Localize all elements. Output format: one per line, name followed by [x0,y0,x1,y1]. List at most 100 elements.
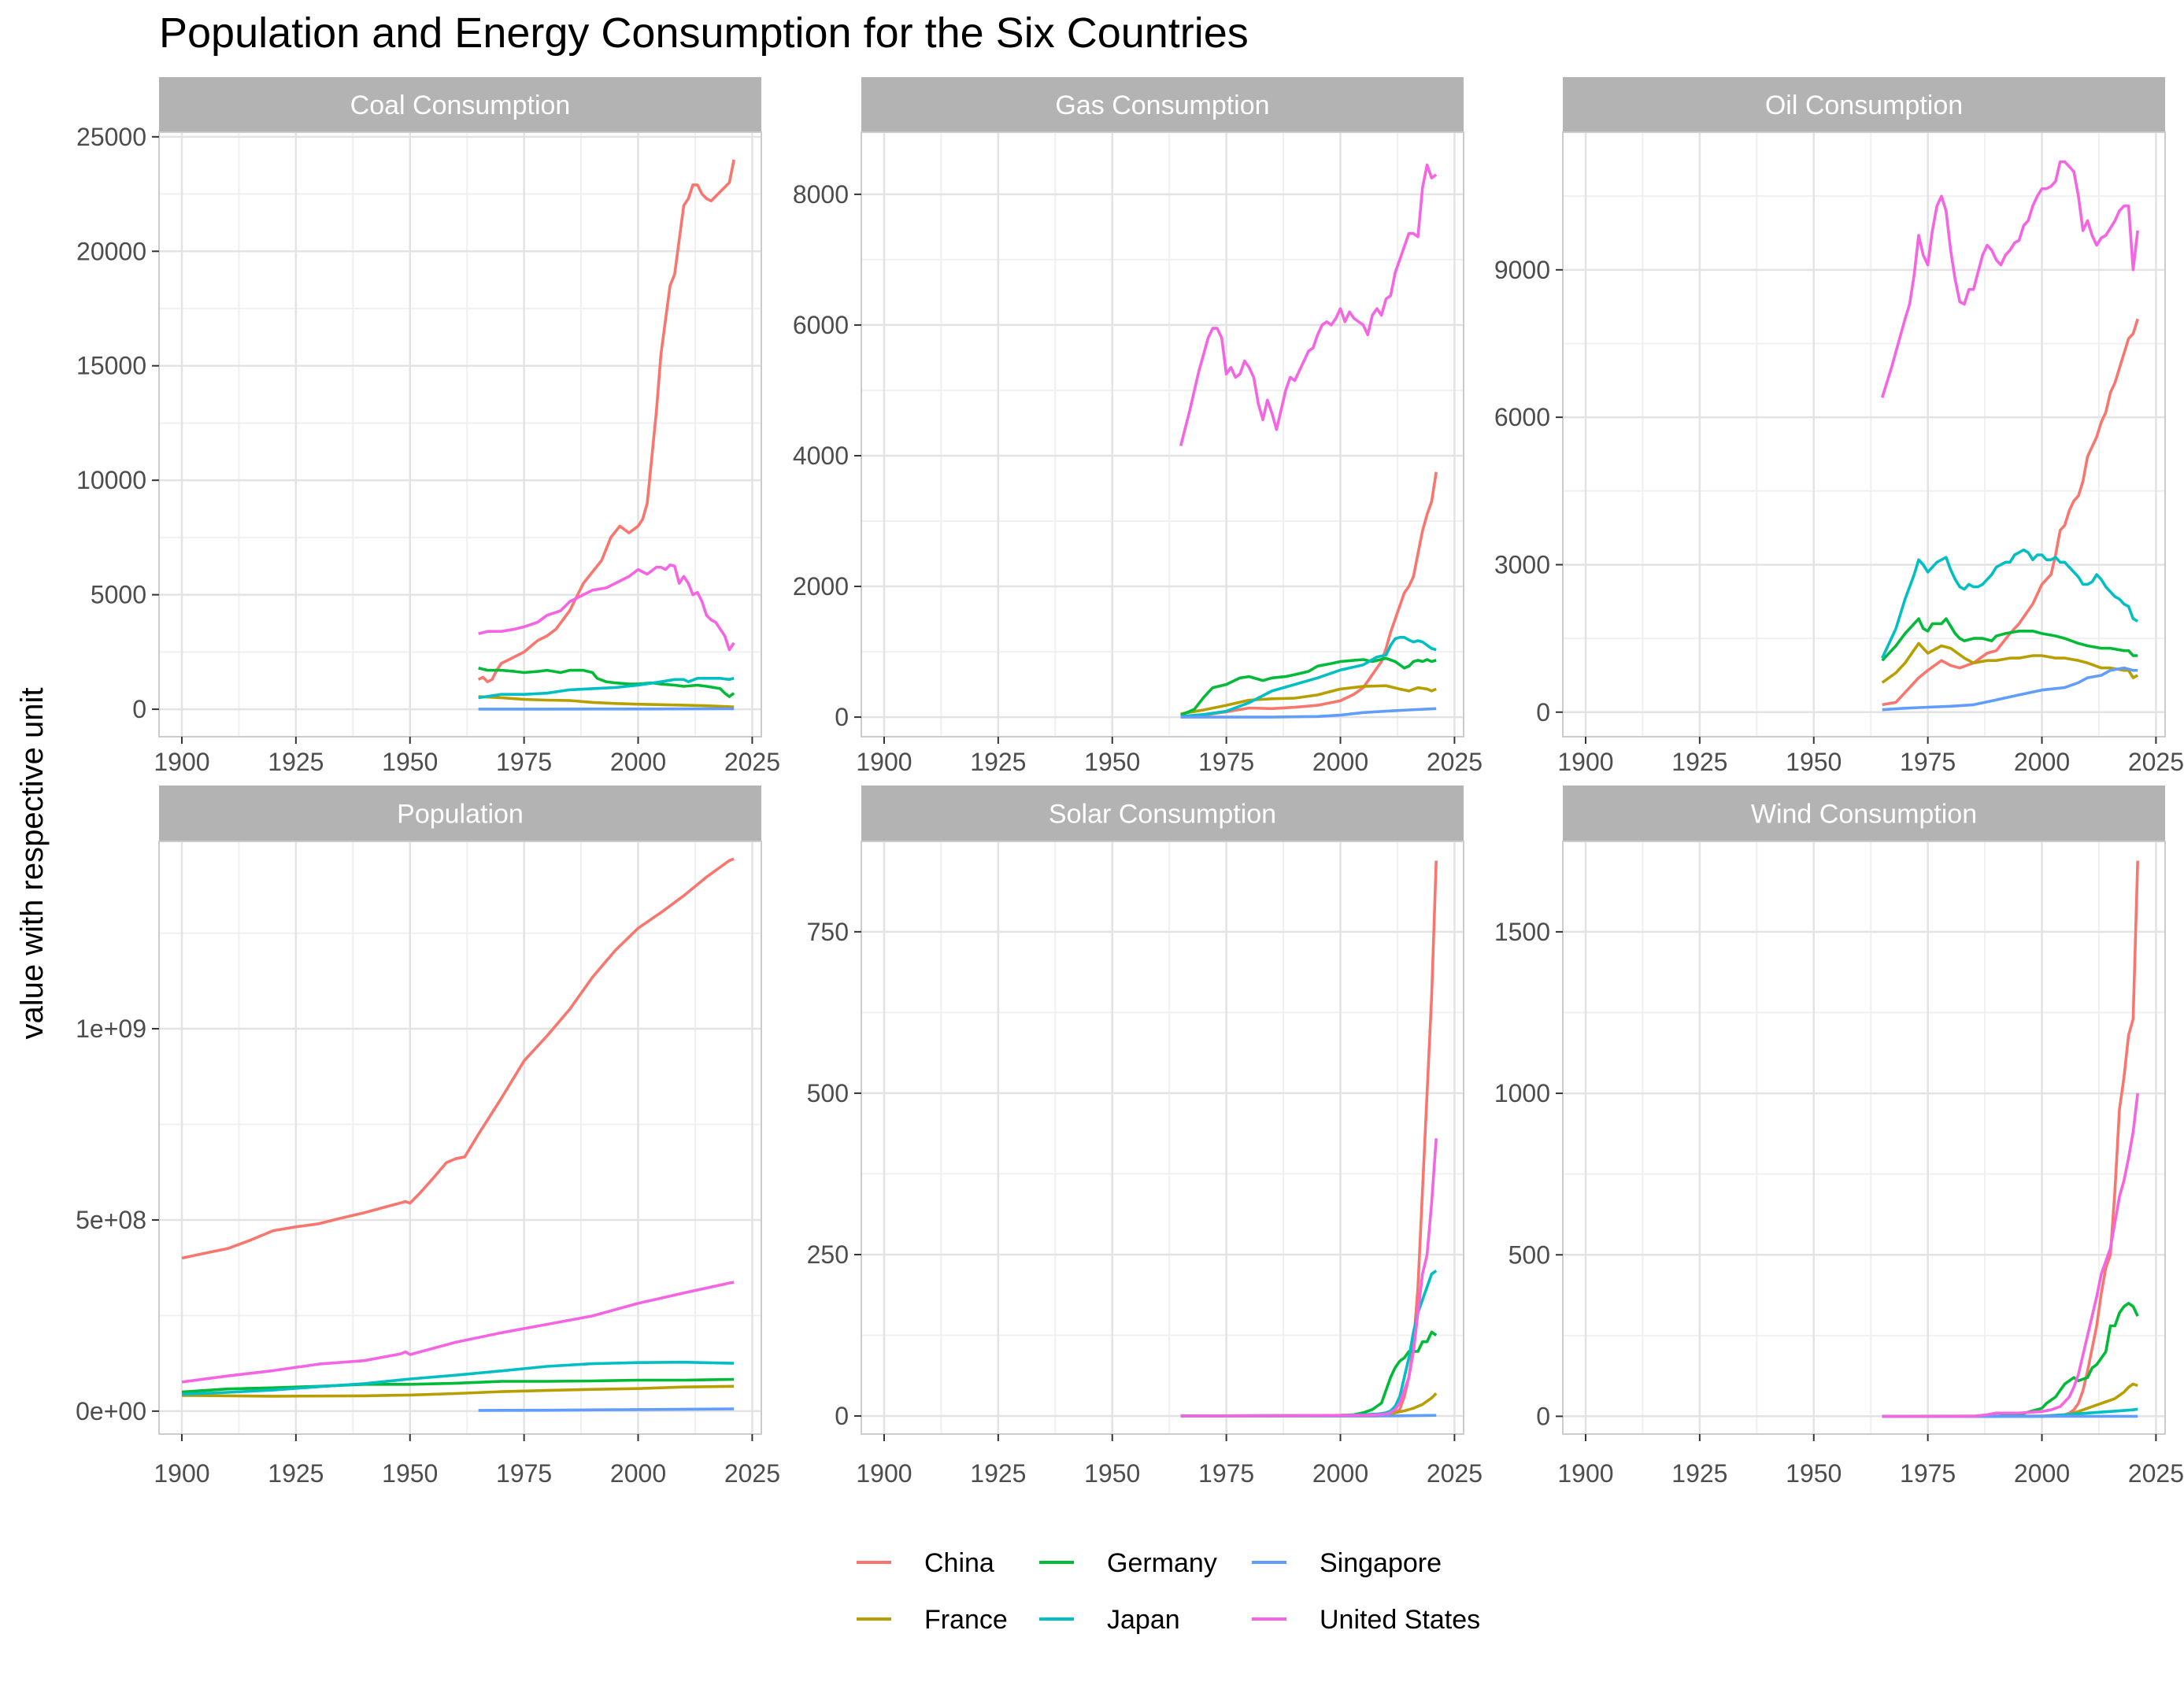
panel-title: Gas Consumption [1055,91,1269,120]
x-tick-label: 1925 [1671,1459,1727,1488]
gridlines [861,841,1464,1434]
series-line-france [478,695,735,708]
y-tick-label: 20000 [76,237,146,265]
series-line-china [181,857,735,1260]
legend-item-united-states: United States [1252,1605,1480,1635]
series-line-united-states [181,1281,735,1384]
x-tick-label: 2025 [724,748,780,776]
panel-coal-consumption: Coal Consumption 0 5000 10000 15000 20000 2500… [76,77,780,776]
legend-item-japan: Japan [1039,1605,1180,1635]
series-line-singapore [478,1407,735,1412]
x-axis: 1900 1925 1950 1975 2000 2025 [1557,1434,2184,1488]
legend: China France Germany Japan Singapore United S… [857,1548,1480,1635]
legend-label: France [924,1605,1008,1635]
x-tick-label: 1925 [970,1459,1026,1488]
y-tick-label: 0 [1536,1402,1550,1430]
x-tick-label: 1950 [1786,1459,1842,1488]
y-tick-label: 0e+00 [76,1397,146,1425]
x-tick-label: 1950 [1786,748,1842,776]
x-tick-label: 1900 [856,1459,912,1488]
panel-title: Wind Consumption [1751,800,1977,830]
plot-area [861,132,1464,737]
gridlines [1563,132,2165,737]
x-tick-label: 1975 [1900,1459,1956,1488]
series-lines [1179,163,1438,719]
series-line-china [1882,318,2139,707]
x-axis: 1900 1925 1950 1975 2000 2025 [856,737,1483,776]
panel-strip [159,77,761,132]
series-line-germany [1179,656,1437,717]
x-tick-label: 2000 [2014,748,2070,776]
series-line-germany [1882,1302,2139,1418]
series-line-germany [1180,1330,1438,1418]
x-tick-label: 1975 [496,748,552,776]
panel-title: Solar Consumption [1049,800,1276,830]
panel-title: Population [397,800,524,830]
y-tick-label: 8000 [793,180,849,209]
y-tick-label: 500 [1508,1240,1550,1269]
panel-title: Oil Consumption [1765,91,1963,120]
series-line-china [477,159,735,684]
series-line-singapore [1180,707,1437,719]
y-axis: 0 500 1000 1500 [1494,918,1563,1430]
legend-label: United States [1320,1605,1480,1635]
x-tick-label: 1900 [1557,1459,1613,1488]
x-axis: 1900 1925 1950 1975 2000 2025 [1557,737,2184,776]
y-tick-label: 5e+08 [76,1206,146,1234]
panel-wind-consumption: Wind Consumption 0 500 1000 1500 1900 1925 1950… [1494,786,2184,1488]
legend-item-singapore: Singapore [1252,1548,1442,1578]
panel-border [861,131,1464,737]
y-tick-label: 3000 [1494,550,1550,579]
series-line-united-states [1180,1138,1438,1418]
panel-strip [1563,77,2165,132]
y-tick-label: 0 [132,695,146,723]
series-line-japan [1881,548,2139,659]
series-line-france [1180,684,1437,715]
plot-area [159,132,761,737]
x-axis: 1900 1925 1950 1975 2000 2025 [154,737,780,776]
y-axis: 0 2000 4000 6000 8000 [793,180,861,731]
panel-border [158,131,762,737]
x-tick-label: 2025 [2128,1459,2184,1488]
series-line-singapore [1882,666,2138,712]
panel-strip [861,786,1464,841]
panel-oil-consumption: Oil Consumption 0 3000 6000 9000 1900 1925 1950… [1494,77,2184,776]
y-axis: 0 5000 10000 15000 20000 25000 [76,123,159,723]
facet-panels: Coal Consumption050001000015000200002500… [76,77,2184,1488]
y-tick-label: 2000 [793,572,849,601]
plot-area [159,841,761,1434]
x-tick-label: 1900 [1557,748,1613,776]
x-tick-label: 1975 [1198,748,1254,776]
x-tick-label: 2025 [1427,1459,1483,1488]
x-tick-label: 2000 [1312,748,1368,776]
x-tick-label: 1925 [268,1459,324,1488]
y-tick-label: 4000 [793,442,849,470]
series-line-germany [181,1377,735,1394]
x-tick-label: 1950 [1084,1459,1140,1488]
series-line-united-states [1880,160,2139,398]
y-tick-label: 25000 [76,123,146,151]
y-tick-label: 6000 [793,311,849,339]
y-tick-label: 1500 [1494,918,1550,946]
panel-strip [159,786,761,841]
series-lines [181,857,735,1412]
series-line-japan [181,1360,735,1396]
panel-strip [1563,786,2165,841]
y-tick-label: 6000 [1494,403,1550,431]
x-tick-label: 2000 [1312,1459,1368,1488]
series-line-japan [1180,635,1437,719]
y-tick-label: 15000 [76,352,146,380]
x-tick-label: 2000 [610,748,666,776]
y-axis: 0 250 500 750 [807,918,861,1430]
plot-area [1563,841,2165,1434]
panel-strip [861,77,1464,132]
y-tick-label: 1e+09 [76,1015,146,1043]
plot-area [1563,132,2165,737]
y-tick-label: 0 [835,1402,849,1430]
series-lines [1882,860,2139,1418]
gridlines [159,841,761,1434]
x-tick-label: 1950 [382,748,438,776]
panel-gas-consumption: Gas Consumption 0 2000 4000 6000 8000 1900 1925… [793,77,1483,776]
legend-item-france: France [857,1605,1008,1635]
